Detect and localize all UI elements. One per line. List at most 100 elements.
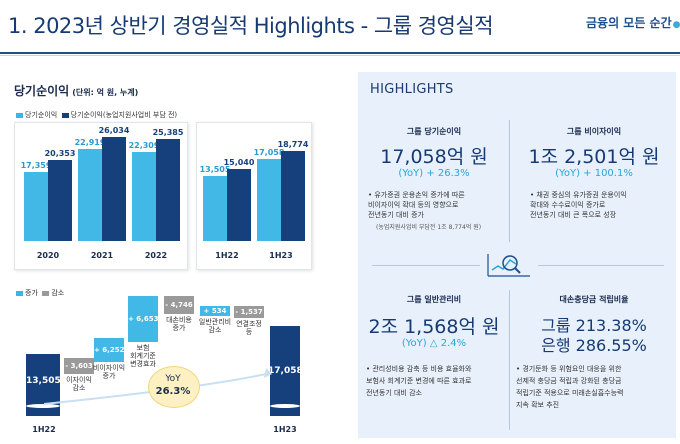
highlights-panel (358, 72, 676, 438)
yoy-bubble-label: YoY (165, 374, 181, 384)
waterfall-step-label-6: - 1,537 (235, 308, 263, 316)
analytics-icon (486, 250, 532, 280)
bar-net-income-1H22 (203, 175, 227, 241)
waterfall-step-bar-6 (234, 306, 264, 318)
legend-swatch-dark (61, 112, 69, 118)
waterfall-start-wave (26, 404, 60, 408)
highlights-divider-right (538, 265, 664, 266)
bar-pre-agri-1H23 (281, 150, 305, 241)
loan-loss-reserve-bullet-3: 적립기준 적용으로 미래손실흡수능력 (516, 389, 624, 397)
waterfall-step-caption-4a: 대손비용 (166, 316, 192, 324)
non-interest-income-value: 1조 2,501억 원 (528, 146, 660, 168)
waterfall-step-caption-2a: 비이자이익 (92, 364, 126, 372)
sga-expense-bullet-1: • 관리성비용 감축 등 비용 효율화와 (366, 365, 472, 373)
bar-net-income-2021 (78, 149, 102, 241)
waterfall-end-wave (270, 404, 300, 408)
legend-decrease-swatch (42, 290, 50, 296)
bar-net-income-1H23 (257, 158, 281, 241)
waterfall-step-caption-3a: 보험 (136, 344, 150, 352)
waterfall-step-caption-6a: 연결조정 (236, 320, 262, 328)
loan-loss-reserve-bank-value: 은행 286.55% (541, 336, 647, 355)
waterfall-step-bar-4 (164, 296, 194, 314)
yoy-bubble (148, 366, 200, 408)
x-tick-1H22: 1H22 (215, 251, 239, 260)
sga-expense-yoy: (YoY) △ 2.4% (401, 338, 467, 349)
waterfall-step-caption-4b: 증가 (172, 324, 186, 332)
x-tick-2020: 2020 (36, 251, 60, 260)
yoy-bubble-value: 26.3% (155, 386, 191, 397)
header-divider-thin (0, 55, 680, 56)
bar-pre-agri-2022 (156, 139, 180, 241)
label-pre-agri-2020: 20,353 (44, 148, 76, 158)
highlights-vertical-divider-bottom (509, 290, 510, 430)
waterfall-step-caption-2b: 증가 (102, 372, 116, 380)
loan-loss-reserve-bullet-2: 선제적 충당금 적립과 강화된 충당금 (516, 377, 622, 385)
waterfall-step-label-1: - 3,603 (65, 362, 93, 370)
waterfall-end-bar (270, 326, 300, 416)
waterfall-start-label: 13,505 (26, 376, 61, 386)
label-net-income-2020: 17,359 (20, 160, 52, 170)
net-income-note: (농업지원사업비 부담전 1조 8,774억 원) (376, 224, 482, 231)
profit-legend: 당기순이익 당기순이익(농업지원사업비 부담 전) (16, 110, 177, 120)
label-pre-agri-1H23: 18,774 (277, 139, 309, 149)
logo-dots-icon: ●● (672, 20, 680, 30)
waterfall-end-cat: 1H23 (273, 425, 297, 434)
highlights-title: HIGHLIGHTS (370, 82, 454, 97)
legend-increase-swatch (16, 290, 23, 296)
non-interest-income-bullet-1: • 채권 중심의 유가증권 운용이익 (530, 191, 627, 199)
waterfall-step-caption-6b: 등 (245, 328, 253, 336)
waterfall-legend: 증가 감소 (16, 288, 64, 298)
annual-profit-chart: 17,359 20,353 2020 22,919 26,034 2021 22,309 25… (14, 122, 188, 270)
highlights-divider-left (372, 265, 480, 266)
bar-pre-agri-2021 (102, 136, 126, 241)
waterfall-step-label-2: + 6,252 (94, 346, 125, 354)
label-net-income-1H22: 13,505 (199, 164, 231, 174)
waterfall-step-bar-1 (64, 358, 94, 374)
logo-text: 금융의 모든 순간 (586, 16, 672, 30)
bar-net-income-2022 (132, 151, 156, 241)
waterfall-step-label-3: + 6,653 (128, 315, 159, 323)
waterfall-step-bar-3 (128, 296, 158, 342)
highlights-vertical-divider-top (509, 120, 510, 242)
x-tick-2022: 2022 (144, 251, 168, 260)
profit-panel-title: 당기순이익 (단위: 억 원, 누계) (14, 84, 139, 98)
loan-loss-reserve-bullet-1: • 경기둔화 등 위험요인 대응을 위한 (516, 365, 622, 373)
label-net-income-2021: 22,919 (74, 138, 106, 148)
loan-loss-reserve-bullet-4: 지속 확보 추진 (516, 401, 560, 409)
waterfall-step-label-4: - 4,746 (165, 301, 193, 309)
waterfall-step-bar-5 (200, 306, 230, 316)
x-tick-1H23: 1H23 (269, 251, 293, 260)
waterfall-end-label: 17,058 (268, 366, 303, 376)
label-net-income-1H23: 17,058 (253, 147, 285, 157)
net-income-yoy: (YoY) + 26.3% (398, 168, 470, 179)
waterfall-step-caption-1a: 이자이익 (66, 376, 92, 384)
loan-loss-reserve-group-value: 그룹 213.38% (541, 316, 647, 335)
label-pre-agri-2021: 26,034 (98, 125, 130, 135)
non-interest-income-bullet-3: 전년동기 대비 큰 폭으로 성장 (530, 211, 617, 219)
legend-increase-label: 증가 (25, 289, 38, 297)
legend-decrease-label: 감소 (51, 289, 65, 297)
sga-expense-title: 그룹 일반관리비 (406, 295, 462, 304)
loan-loss-reserve-title: 대손충당금 적립비율 (559, 295, 629, 304)
waterfall-step-caption-5b: 감소 (208, 326, 222, 334)
waterfall-step-caption-5a: 일반관리비 (198, 318, 232, 326)
bar-pre-agri-2020 (48, 159, 72, 241)
net-income-bullet-3: 전년동기 대비 증가 (368, 211, 424, 219)
non-interest-income-title: 그룹 비이자이익 (566, 127, 622, 136)
net-income-bullet-2: 비이자이익 확대 등의 영향으로 (368, 201, 459, 209)
waterfall-step-caption-1b: 감소 (72, 384, 86, 392)
waterfall-chart: 13,505 1H22- 3,603 이자이익 감소 + 6,252 비이자이익 증가 + 6… (26, 296, 303, 434)
header-divider (0, 52, 680, 54)
label-pre-agri-2022: 25,385 (152, 128, 184, 138)
profit-unit: (단위: 억 원, 누계) (72, 88, 139, 97)
sga-expense-value: 2조 1,568억 원 (368, 316, 500, 338)
waterfall-step-caption-3c: 변경효과 (130, 360, 156, 368)
bar-pre-agri-1H22 (227, 168, 251, 241)
non-interest-income-bullet-2: 확대와 수수료이익 증가로 (530, 201, 606, 209)
label-net-income-2022: 22,309 (128, 140, 160, 150)
x-tick-2021: 2021 (90, 251, 114, 260)
non-interest-income-yoy: (YoY) + 100.1% (555, 168, 633, 179)
page-title: 1. 2023년 상반기 경영실적 Highlights - 그룹 경영실적 (8, 14, 494, 38)
legend-swatch-light (16, 112, 23, 118)
half-year-profit-chart: 13,505 15,040 1H22 17,058 18,774 1H23 (196, 122, 312, 270)
